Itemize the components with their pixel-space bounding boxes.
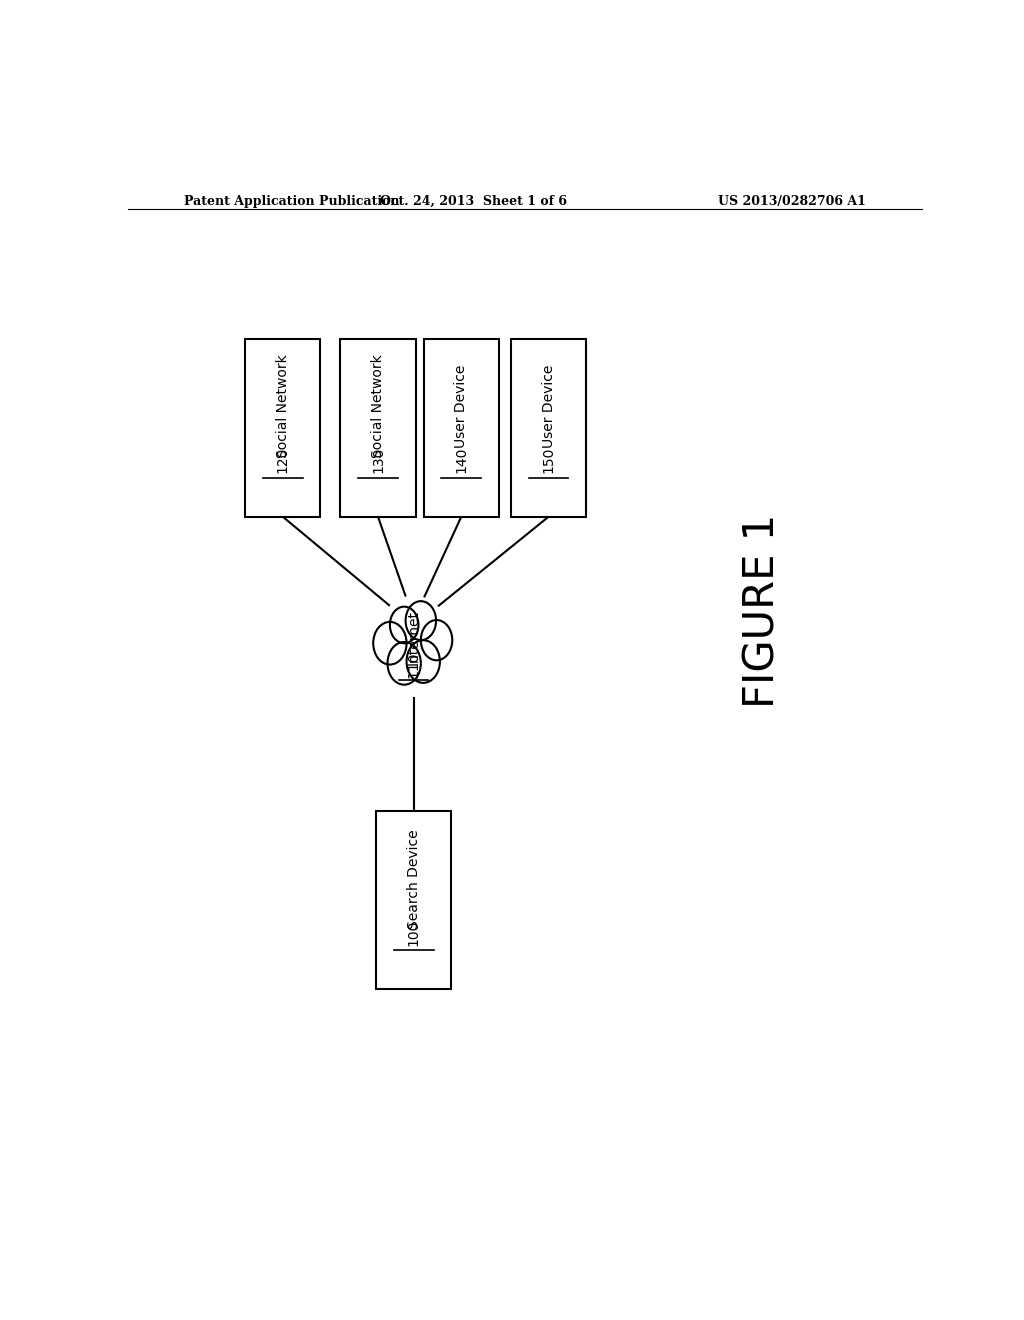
Text: 100: 100 bbox=[407, 919, 421, 945]
Circle shape bbox=[406, 601, 436, 640]
Text: Social Network: Social Network bbox=[275, 355, 290, 458]
FancyBboxPatch shape bbox=[424, 339, 499, 516]
Text: 120: 120 bbox=[275, 446, 290, 473]
Text: FIGURE 1: FIGURE 1 bbox=[741, 513, 784, 708]
FancyBboxPatch shape bbox=[245, 339, 321, 516]
Text: 130: 130 bbox=[371, 446, 385, 473]
Circle shape bbox=[390, 607, 419, 643]
Text: 140: 140 bbox=[455, 446, 468, 473]
Text: User Device: User Device bbox=[542, 364, 556, 447]
Text: Internet: Internet bbox=[407, 610, 421, 665]
FancyBboxPatch shape bbox=[376, 812, 452, 989]
Text: Search Device: Search Device bbox=[407, 829, 421, 929]
Text: Oct. 24, 2013  Sheet 1 of 6: Oct. 24, 2013 Sheet 1 of 6 bbox=[380, 195, 566, 209]
Circle shape bbox=[407, 640, 440, 682]
Text: User Device: User Device bbox=[455, 364, 468, 447]
Circle shape bbox=[373, 622, 407, 664]
Text: 110: 110 bbox=[407, 651, 421, 677]
FancyBboxPatch shape bbox=[340, 339, 416, 516]
FancyBboxPatch shape bbox=[511, 339, 587, 516]
Text: Patent Application Publication: Patent Application Publication bbox=[183, 195, 399, 209]
Text: 150: 150 bbox=[542, 446, 556, 473]
Text: US 2013/0282706 A1: US 2013/0282706 A1 bbox=[718, 195, 866, 209]
Text: Social Network: Social Network bbox=[371, 355, 385, 458]
Circle shape bbox=[421, 620, 453, 660]
Circle shape bbox=[387, 642, 421, 685]
